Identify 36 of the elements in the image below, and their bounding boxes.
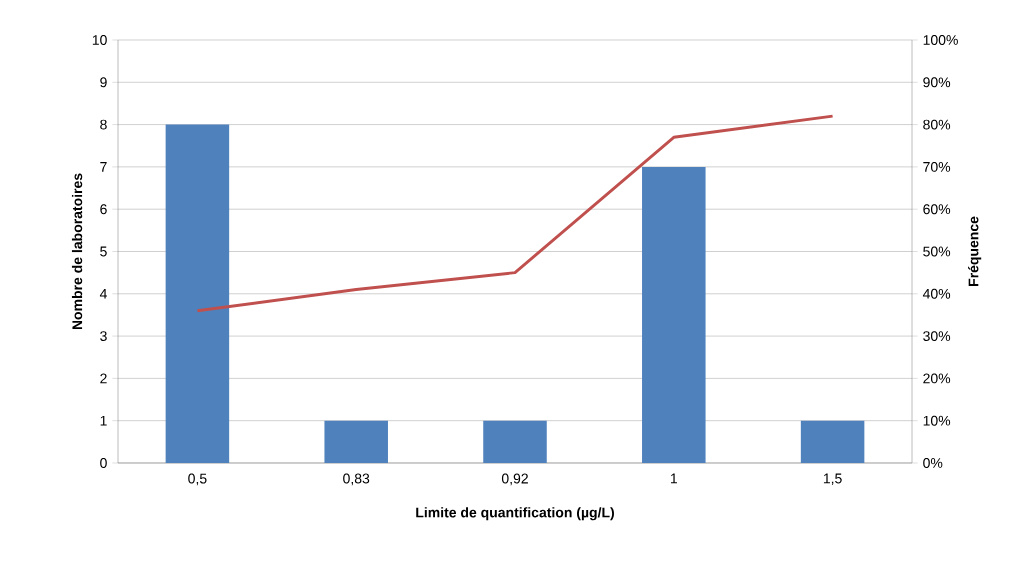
y2-tick-label: 20% [923,373,951,384]
y2-tick-label: 40% [922,288,951,299]
y2-tick-label: 0% [923,458,943,468]
y-tick-label: 2 [100,373,107,384]
y2-tick-label: 90% [923,77,951,88]
y2-tick-label: 60% [923,204,951,215]
y-tick-label: 5 [100,246,107,257]
y2-tick-label: 10% [923,415,951,426]
y-tick-label: 0 [100,458,107,468]
x-tick-label: 1,5 [823,473,842,486]
x-tick-label: 0,5 [188,473,207,486]
y2-tick-label: 80% [923,119,951,130]
bar [324,420,388,463]
x-tick-label: 0,92 [501,473,528,486]
line-series [195,114,835,313]
x-tick-label: 0,83 [343,473,370,486]
bar [483,420,547,463]
y-tick-label: 7 [100,162,107,172]
y-tick-label: 1 [100,415,107,426]
y-tick-label: 9 [100,77,107,88]
y2-axis-title: Fréquence [968,216,982,286]
y2-tick-label: 50% [923,246,951,257]
y-tick-label: 3 [100,331,107,342]
y2-tick-label: 70% [923,161,951,172]
bar [165,124,230,463]
bar [800,420,865,463]
y-tick-label: 4 [99,288,107,299]
y-tick-label: 8 [100,119,107,130]
bar [642,166,706,463]
y2-tick-label: 30% [923,331,951,342]
y2-tick-label: 100% [923,35,958,45]
y-tick-label: 6 [100,204,107,215]
x-tick-label: 1 [670,473,677,484]
x-axis-title: Limite de quantification (µg/L) [416,507,614,521]
y-tick-label: 10 [92,35,107,45]
y-axis-title: Nombre de laboratoires [71,173,83,330]
